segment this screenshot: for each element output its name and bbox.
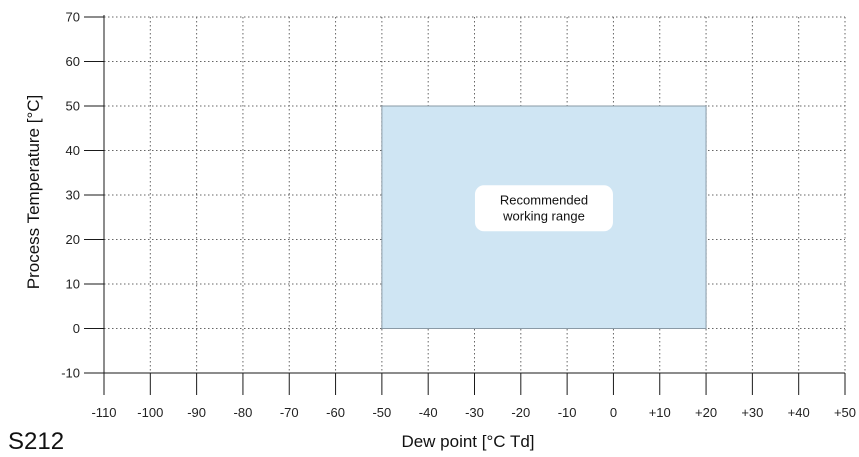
y-axis-title: Process Temperature [°C] xyxy=(24,95,43,290)
y-tick-label: -10 xyxy=(61,366,80,381)
x-tick-label: -70 xyxy=(280,405,299,420)
x-tick-label: -80 xyxy=(234,405,253,420)
x-tick-label: -100 xyxy=(137,405,163,420)
figure-id-label: S212 xyxy=(8,428,64,455)
region-label-line: working range xyxy=(502,208,585,223)
y-tick-label: 70 xyxy=(66,10,80,25)
x-tick-label: +40 xyxy=(788,405,810,420)
x-tick-label: -30 xyxy=(465,405,484,420)
x-tick-label: -10 xyxy=(558,405,577,420)
x-tick-label: -20 xyxy=(511,405,530,420)
region-label-line: Recommended xyxy=(500,192,588,207)
y-tick-label: 0 xyxy=(73,321,80,336)
x-tick-label: -50 xyxy=(372,405,391,420)
y-tick-label: 20 xyxy=(66,232,80,247)
x-tick-label: -90 xyxy=(187,405,206,420)
axes xyxy=(84,15,846,395)
y-tick-label: 40 xyxy=(66,143,80,158)
x-tick-label: +10 xyxy=(649,405,671,420)
x-tick-label: -40 xyxy=(419,405,438,420)
y-tick-label: 30 xyxy=(66,188,80,203)
x-tick-label: +50 xyxy=(834,405,856,420)
x-axis-title: Dew point [°C Td] xyxy=(401,432,534,451)
y-tick-label: 10 xyxy=(66,277,80,292)
x-tick-label: +20 xyxy=(695,405,717,420)
x-tick-label: 0 xyxy=(610,405,617,420)
x-tick-label: -60 xyxy=(326,405,345,420)
y-tick-label: 50 xyxy=(66,99,80,114)
x-tick-label: +30 xyxy=(741,405,763,420)
y-tick-label: 60 xyxy=(66,54,80,69)
region-label-box xyxy=(474,185,613,232)
x-tick-label: -110 xyxy=(91,405,116,420)
